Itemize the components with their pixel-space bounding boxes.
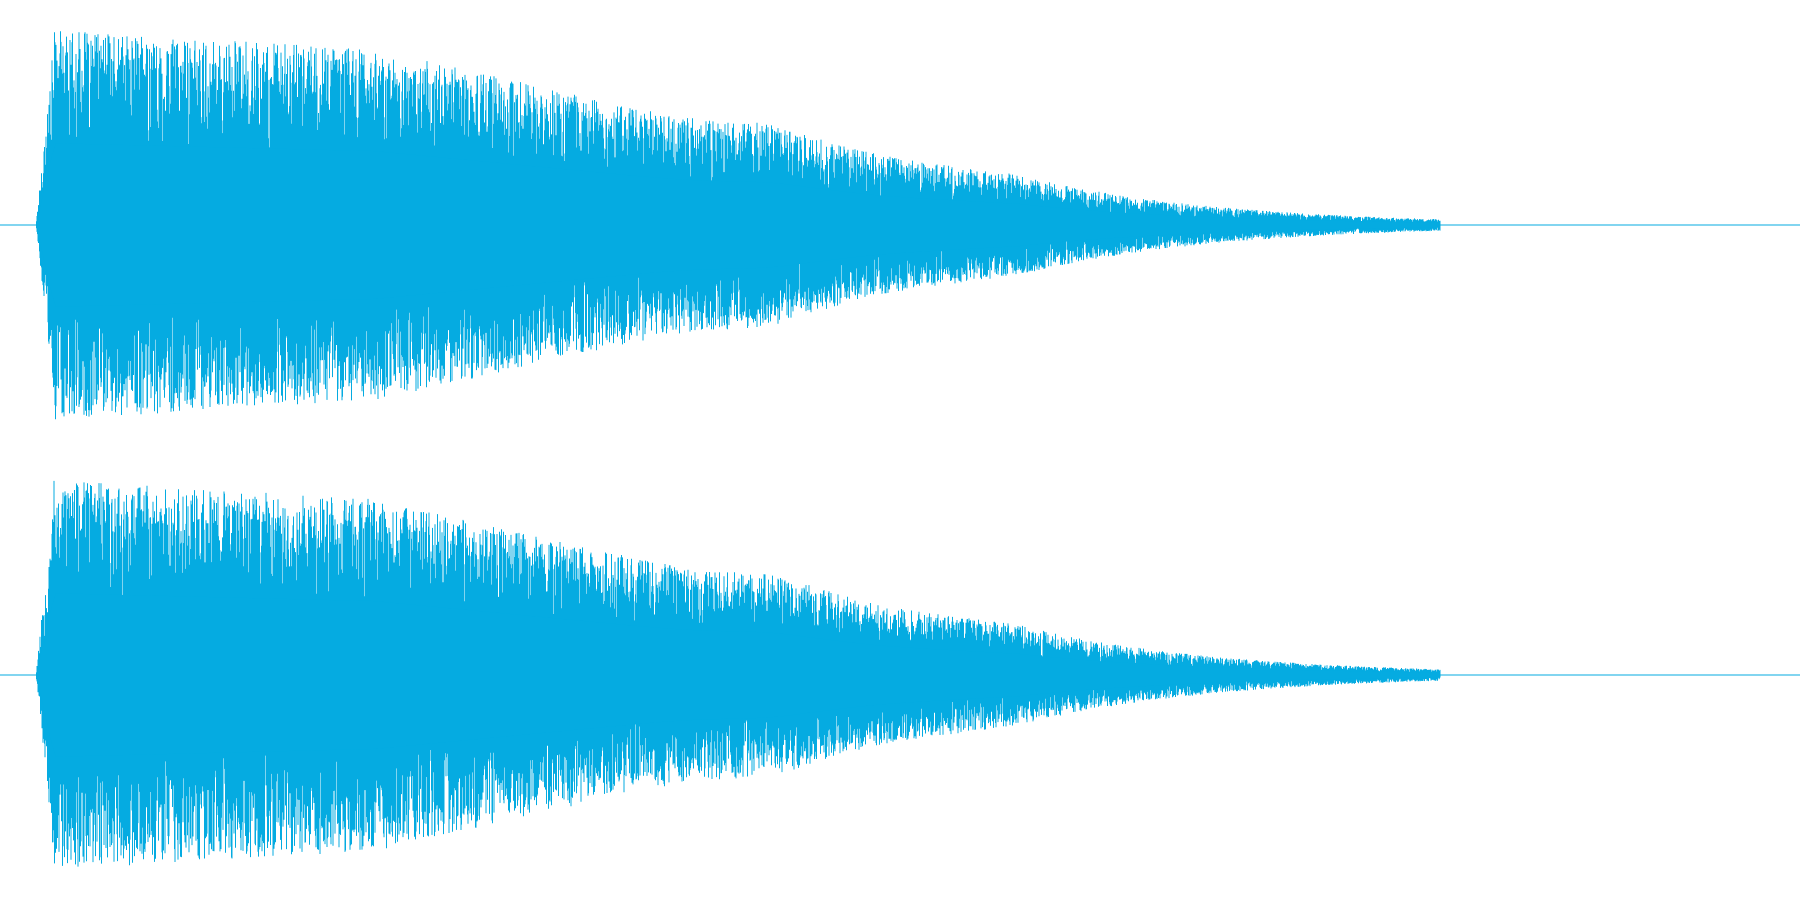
channel-2-core [36, 593, 1440, 757]
channel-1-core [36, 143, 1440, 307]
channel-1-waveform[interactable] [0, 31, 1800, 420]
channel-2-waveform[interactable] [0, 480, 1800, 867]
